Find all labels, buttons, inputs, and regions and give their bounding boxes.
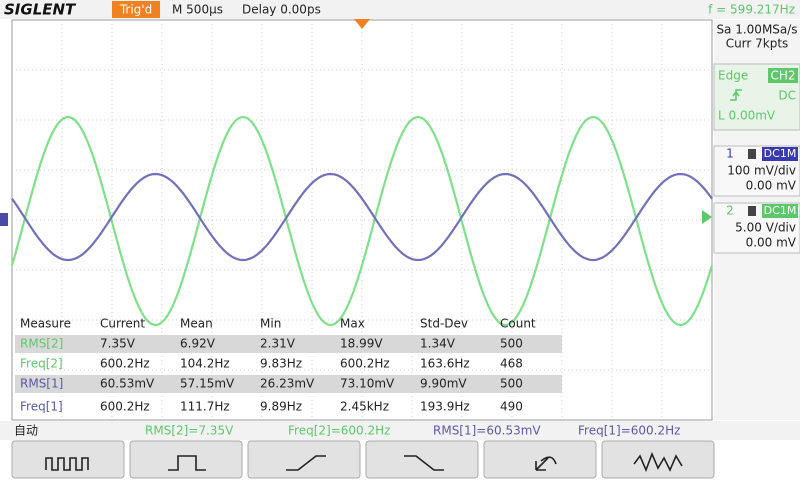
menu-button[interactable] bbox=[247, 440, 361, 479]
channel-2-marker bbox=[702, 210, 712, 224]
column-header: Std-Dev bbox=[420, 317, 468, 331]
trigger-status: Trig'd bbox=[119, 3, 152, 17]
channel-offset: 0.00 mV bbox=[746, 236, 797, 250]
brand: SIGLENT bbox=[4, 1, 77, 19]
column-header: Count bbox=[500, 317, 536, 331]
cell: 468 bbox=[500, 357, 523, 371]
row-highlight bbox=[15, 375, 562, 393]
cell: 600.2Hz bbox=[100, 400, 150, 414]
menu-button[interactable] bbox=[129, 440, 243, 479]
channel-number: 2 bbox=[726, 204, 734, 218]
column-header: Max bbox=[340, 317, 365, 331]
cell: 600.2Hz bbox=[340, 357, 390, 371]
cell: RMS[1] bbox=[20, 377, 63, 391]
channel-1-marker bbox=[0, 213, 8, 226]
cell: 9.83Hz bbox=[260, 357, 302, 371]
row-highlight bbox=[15, 335, 562, 353]
cell: Freq[1] bbox=[20, 400, 63, 414]
cell: 500 bbox=[500, 377, 523, 391]
menu-button[interactable] bbox=[601, 440, 715, 479]
trigger-level: L 0.00mV bbox=[718, 109, 776, 123]
button-icon bbox=[535, 456, 557, 471]
cell: 1.34V bbox=[420, 337, 456, 351]
cell: 490 bbox=[500, 400, 523, 414]
menu-buttons bbox=[11, 440, 715, 479]
cell: 9.89Hz bbox=[260, 400, 302, 414]
cell: 57.15mV bbox=[180, 377, 235, 391]
column-header: Current bbox=[100, 317, 145, 331]
status-item: Freq[1]=600.2Hz bbox=[578, 424, 680, 438]
cell: 111.7Hz bbox=[180, 400, 230, 414]
edge-icon bbox=[730, 89, 742, 101]
bandwidth-icon bbox=[748, 206, 756, 216]
channel-2-trace bbox=[10, 115, 714, 327]
bandwidth-icon bbox=[748, 149, 756, 159]
menu-button[interactable] bbox=[365, 440, 479, 479]
cell: 60.53mV bbox=[100, 377, 155, 391]
status-item: Freq[2]=600.2Hz bbox=[288, 424, 390, 438]
status-items: RMS[2]=7.35V Freq[2]=600.2Hz RMS[1]=60.53m… bbox=[145, 424, 680, 438]
channel-scale: 5.00 V/div bbox=[735, 221, 796, 235]
channel-number: 1 bbox=[726, 147, 734, 161]
cell: 2.31V bbox=[260, 337, 296, 351]
cell: RMS[2] bbox=[20, 337, 63, 351]
button-icon bbox=[45, 457, 89, 471]
memory-depth: Curr 7kpts bbox=[726, 37, 789, 51]
cell: 9.90mV bbox=[420, 377, 467, 391]
button-icon bbox=[633, 451, 683, 473]
top-bar bbox=[0, 0, 800, 19]
status-bar bbox=[0, 421, 800, 440]
delay: Delay 0.00ps bbox=[242, 3, 321, 17]
cell: 163.6Hz bbox=[420, 357, 470, 371]
column-header: Mean bbox=[180, 317, 213, 331]
frequency: f = 599.217Hz bbox=[708, 3, 795, 17]
column-header: Min bbox=[260, 317, 281, 331]
coupling-box bbox=[762, 204, 798, 218]
menu-button[interactable] bbox=[483, 440, 597, 479]
cell: 193.9Hz bbox=[420, 400, 470, 414]
cell: Freq[2] bbox=[20, 357, 63, 371]
sample-rate: Sa 1.00MSa/s bbox=[716, 23, 797, 37]
trigger-position-marker bbox=[354, 19, 370, 29]
channel-offset: 0.00 mV bbox=[746, 179, 797, 193]
channel-scale: 100 mV/div bbox=[727, 164, 796, 178]
cell: 73.10mV bbox=[340, 377, 395, 391]
cell: 26.23mV bbox=[260, 377, 315, 391]
cell: 7.35V bbox=[100, 337, 136, 351]
timebase: M 500μs bbox=[172, 3, 223, 17]
channel-coupling: DC1M bbox=[764, 204, 797, 217]
cell: 500 bbox=[500, 337, 523, 351]
trigger-status-box bbox=[112, 1, 160, 18]
trigger-coupling: DC bbox=[778, 89, 796, 103]
measurement-table: Measure Current Mean Min Max Std-Dev Count RMS[… bbox=[15, 317, 562, 414]
menu-button[interactable] bbox=[11, 440, 125, 479]
trigger-source-box bbox=[768, 68, 798, 83]
cell: 600.2Hz bbox=[100, 357, 150, 371]
trigger-source: CH2 bbox=[770, 69, 795, 83]
button-icon bbox=[404, 455, 444, 471]
button-icon bbox=[286, 455, 326, 471]
acquire-mode: 自动 bbox=[14, 424, 38, 438]
coupling-box bbox=[762, 147, 798, 161]
cell: 18.99V bbox=[340, 337, 383, 351]
trigger-type: Edge bbox=[718, 69, 748, 83]
cell: 2.45kHz bbox=[340, 400, 389, 414]
channel-coupling: DC1M bbox=[764, 147, 797, 160]
status-item: RMS[2]=7.35V bbox=[145, 424, 234, 438]
channel-1-trace bbox=[11, 172, 713, 262]
column-header: Measure bbox=[20, 317, 71, 331]
status-item: RMS[1]=60.53mV bbox=[433, 424, 541, 438]
cell: 104.2Hz bbox=[180, 357, 230, 371]
button-icon bbox=[168, 455, 206, 471]
cell: 6.92V bbox=[180, 337, 216, 351]
